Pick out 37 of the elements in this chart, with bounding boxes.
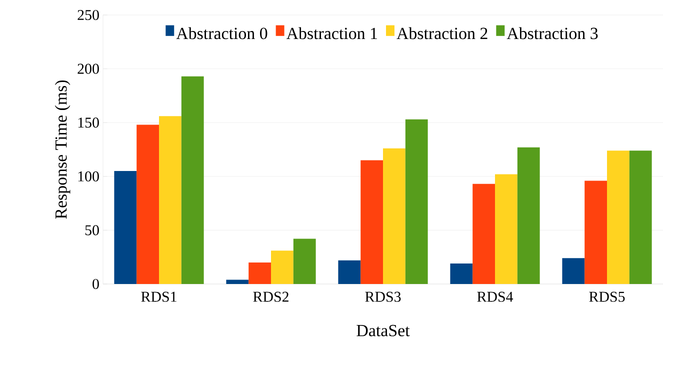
bar [495,174,518,284]
bar [293,238,316,284]
bar [114,171,137,284]
legend-label: Abstraction 2 [396,27,488,40]
bar [159,116,182,284]
bar [226,280,249,284]
y-axis-title: Response Time (ms) [54,80,70,219]
y-tick-label: 50 [85,225,99,236]
y-tick-label: 100 [78,171,99,182]
bar [248,262,271,284]
x-tick-label: RDS5 [589,292,625,302]
bar [405,119,428,284]
y-tick-label: 150 [78,118,99,128]
bar [562,258,585,284]
bar [517,147,540,284]
bar [338,260,361,284]
x-tick-label: RDS2 [253,292,288,302]
bar [472,184,496,284]
y-tick-label: 0 [92,278,99,290]
bar [360,160,383,284]
bar [607,150,630,284]
y-tick-label: 200 [78,64,99,74]
bar [584,180,608,284]
x-tick-label: RDS1 [141,292,176,302]
x-tick-label: RDS3 [365,292,401,302]
bar [450,264,473,284]
bar [181,76,204,284]
legend-label: Abstraction 3 [506,27,598,40]
bar [271,250,294,284]
x-tick-label: RDS4 [477,292,514,302]
y-tick-label: 250 [78,10,99,20]
bar [629,150,652,284]
legend-label: Abstraction 1 [286,27,377,40]
legend-label: Abstraction 0 [176,27,268,40]
bar [383,148,406,284]
x-axis-title: DataSet [356,324,410,336]
bar [136,124,159,284]
